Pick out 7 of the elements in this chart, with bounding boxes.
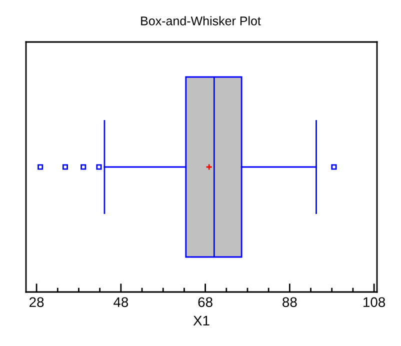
x-tick-label: 68 — [198, 297, 212, 308]
chart-title: Box-and-Whisker Plot — [141, 16, 261, 26]
x-tick-label: 28 — [30, 297, 44, 308]
x-tick-label: 108 — [364, 297, 386, 308]
x-tick-label: 88 — [282, 297, 297, 308]
x-axis-title: X1 — [193, 316, 210, 326]
x-tick-label: 48 — [114, 297, 128, 308]
